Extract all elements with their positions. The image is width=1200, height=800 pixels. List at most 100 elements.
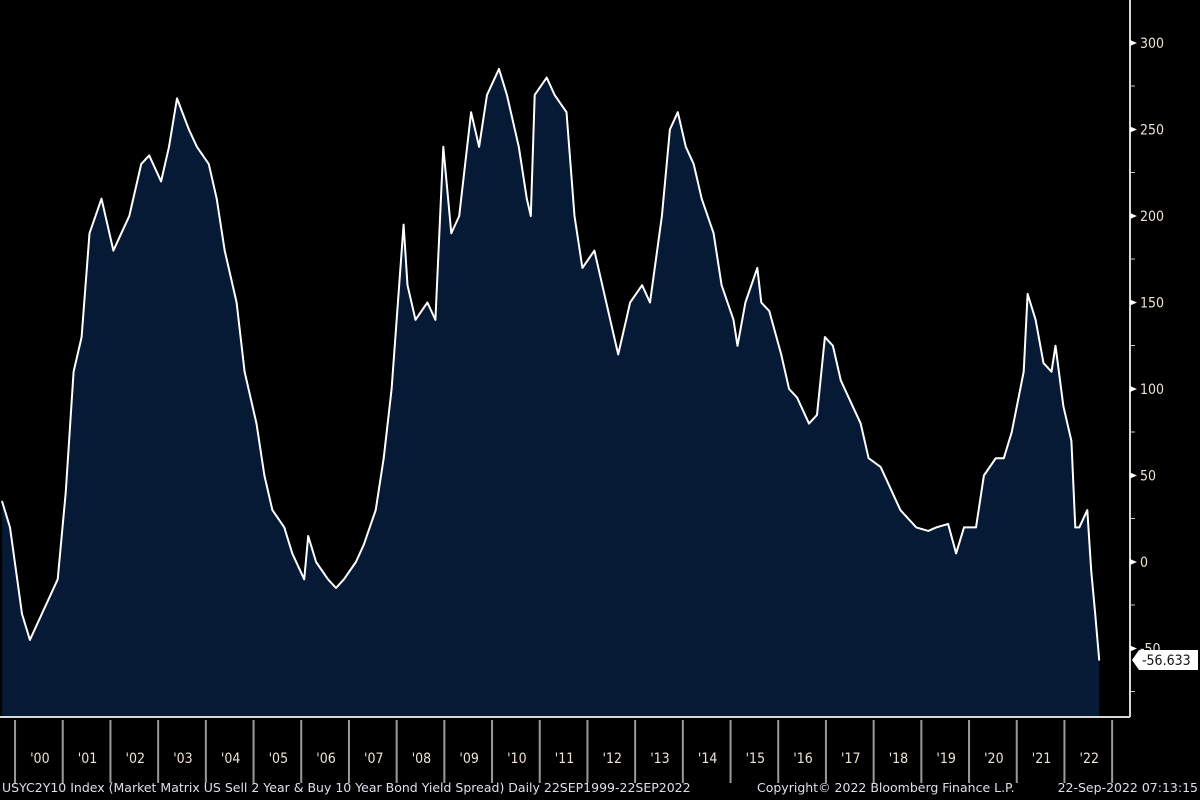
data-point (649, 301, 651, 304)
data-point (780, 353, 782, 356)
data-point (450, 232, 453, 235)
data-point (382, 457, 385, 460)
data-point (736, 344, 739, 347)
data-point (426, 301, 429, 304)
y-tick-label: 0 (1140, 555, 1148, 571)
x-tick-label: '02 (126, 751, 145, 767)
data-point (478, 146, 480, 148)
data-point (355, 561, 357, 563)
data-point (1022, 370, 1025, 373)
data-point (613, 336, 616, 338)
x-tick-label: '09 (459, 751, 478, 767)
y-tick-mark (1130, 299, 1137, 306)
data-point (529, 215, 532, 217)
data-point (1042, 362, 1045, 364)
data-point (899, 509, 902, 511)
data-point (207, 163, 210, 165)
x-tick-label: '00 (30, 751, 49, 767)
x-tick-label: '05 (269, 751, 288, 767)
footer-description: USYC2Y10 Index (Market Matrix US Sell 2 … (2, 780, 691, 795)
data-point (335, 587, 337, 589)
x-tick-label: '21 (1032, 751, 1051, 767)
x-tick-label: '22 (1080, 751, 1099, 767)
y-tick-label: 150 (1140, 296, 1164, 312)
data-point (363, 543, 365, 546)
y-tick-label: 250 (1140, 123, 1164, 139)
data-point (390, 388, 393, 390)
data-point (1098, 659, 1100, 661)
data-point (168, 146, 170, 148)
data-point (525, 197, 528, 200)
data-point (1, 500, 3, 503)
data-point (712, 232, 715, 235)
data-point (744, 301, 747, 304)
data-point (947, 523, 949, 525)
data-point (112, 249, 115, 252)
last-value-label: -56.633 (1142, 653, 1191, 669)
data-point (1074, 526, 1077, 529)
data-point (458, 215, 461, 217)
data-point (283, 526, 286, 529)
data-point (601, 284, 604, 287)
data-point (48, 595, 51, 598)
data-point (768, 310, 771, 312)
data-point (37, 621, 39, 624)
data-point (215, 197, 218, 200)
x-tick-label: '18 (889, 751, 908, 767)
data-point (307, 535, 309, 537)
data-point (243, 370, 246, 373)
data-point (859, 422, 862, 425)
data-point (983, 474, 985, 477)
data-point (573, 215, 576, 217)
x-tick-label: '14 (698, 751, 717, 767)
data-point (1054, 344, 1057, 347)
data-point (406, 284, 409, 287)
data-point (160, 180, 162, 183)
data-point (470, 111, 472, 113)
data-point (927, 530, 930, 532)
data-point (188, 128, 190, 131)
plot-area (1, 67, 1101, 717)
last-value-badge: -56.633 (1132, 649, 1198, 670)
data-point (700, 197, 703, 200)
data-point (669, 128, 671, 131)
x-tick-label: '13 (650, 751, 669, 767)
data-point (434, 319, 437, 321)
data-point (840, 379, 842, 382)
data-point (486, 94, 488, 96)
data-point (303, 578, 305, 581)
x-tick-label: '15 (746, 751, 765, 767)
data-point (796, 396, 798, 399)
data-point (327, 578, 329, 581)
x-tick-label: '17 (841, 751, 860, 767)
data-point (1086, 509, 1089, 511)
y-tick-label: 100 (1140, 382, 1164, 398)
data-point (506, 94, 508, 96)
y-tick-mark (1130, 40, 1137, 46)
data-point (545, 76, 548, 79)
data-point (756, 267, 759, 269)
data-point (1026, 293, 1029, 295)
data-point (21, 613, 23, 615)
data-point (963, 526, 965, 529)
data-point (223, 249, 226, 252)
data-point (402, 223, 405, 226)
data-point (1094, 613, 1097, 615)
x-tick-label: '20 (984, 751, 1003, 767)
data-point (1062, 405, 1065, 408)
x-tick-label: '11 (555, 751, 574, 767)
y-tick-label: 200 (1140, 209, 1164, 225)
data-point (692, 163, 695, 165)
x-axis: '00 '01 '02 '03 '04 '05 '06 '07 '08 '09 '10 '11 '12 '… (14, 720, 1114, 783)
series-area (2, 68, 1100, 717)
data-point (625, 319, 627, 321)
data-point (553, 94, 556, 96)
x-tick-label: '08 (412, 751, 431, 767)
data-point (235, 301, 238, 304)
data-point (315, 561, 317, 563)
y-tick-label: 50 (1140, 469, 1156, 485)
x-tick-label: '03 (173, 751, 192, 767)
data-point (64, 492, 67, 494)
data-point (720, 284, 723, 287)
